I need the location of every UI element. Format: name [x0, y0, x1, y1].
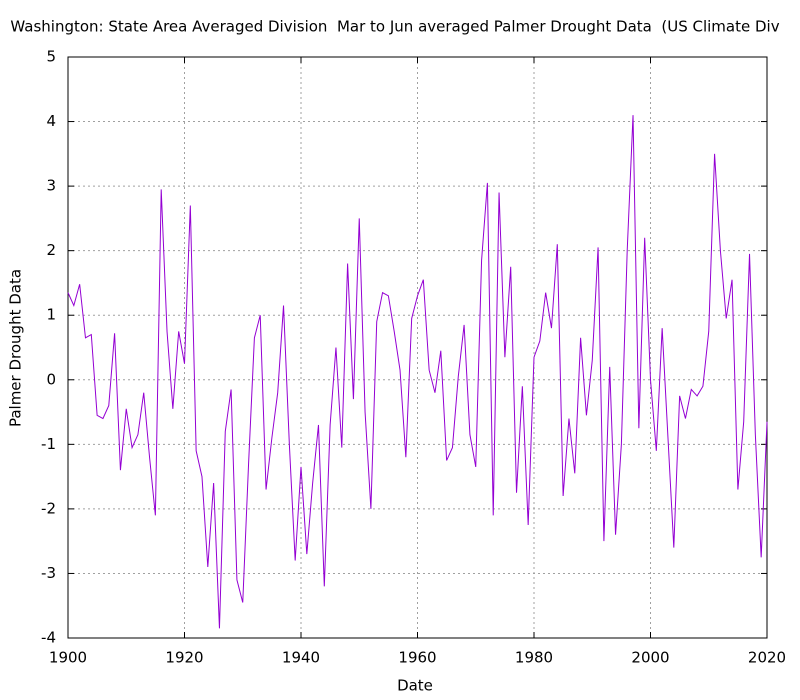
y-tick-label: 4	[46, 112, 56, 130]
x-tick-label: 1900	[49, 649, 87, 667]
y-axis-label: Palmer Drought Data	[7, 269, 25, 427]
x-axis-label: Date	[397, 677, 433, 695]
y-tick-label: 5	[46, 48, 56, 66]
x-tick-label: 1960	[398, 649, 436, 667]
y-tick-label: -4	[41, 629, 56, 647]
x-tick-label: 1940	[282, 649, 320, 667]
data-line	[67, 115, 768, 629]
plot-frame	[67, 56, 768, 639]
y-tick-label: 1	[46, 306, 56, 324]
x-tick-label: 1920	[165, 649, 203, 667]
x-tick-label: 1980	[515, 649, 553, 667]
chart-title: Washington: State Area Averaged Division…	[10, 18, 779, 36]
x-tick-label: 2020	[748, 649, 786, 667]
y-tick-label: -2	[41, 499, 56, 517]
y-tick-label: 0	[46, 370, 56, 388]
y-tick-label: -1	[41, 435, 56, 453]
x-tick-label: 2000	[631, 649, 669, 667]
y-tick-label: -3	[41, 564, 56, 582]
y-tick-label: 2	[46, 241, 56, 259]
y-tick-label: 3	[46, 177, 56, 195]
